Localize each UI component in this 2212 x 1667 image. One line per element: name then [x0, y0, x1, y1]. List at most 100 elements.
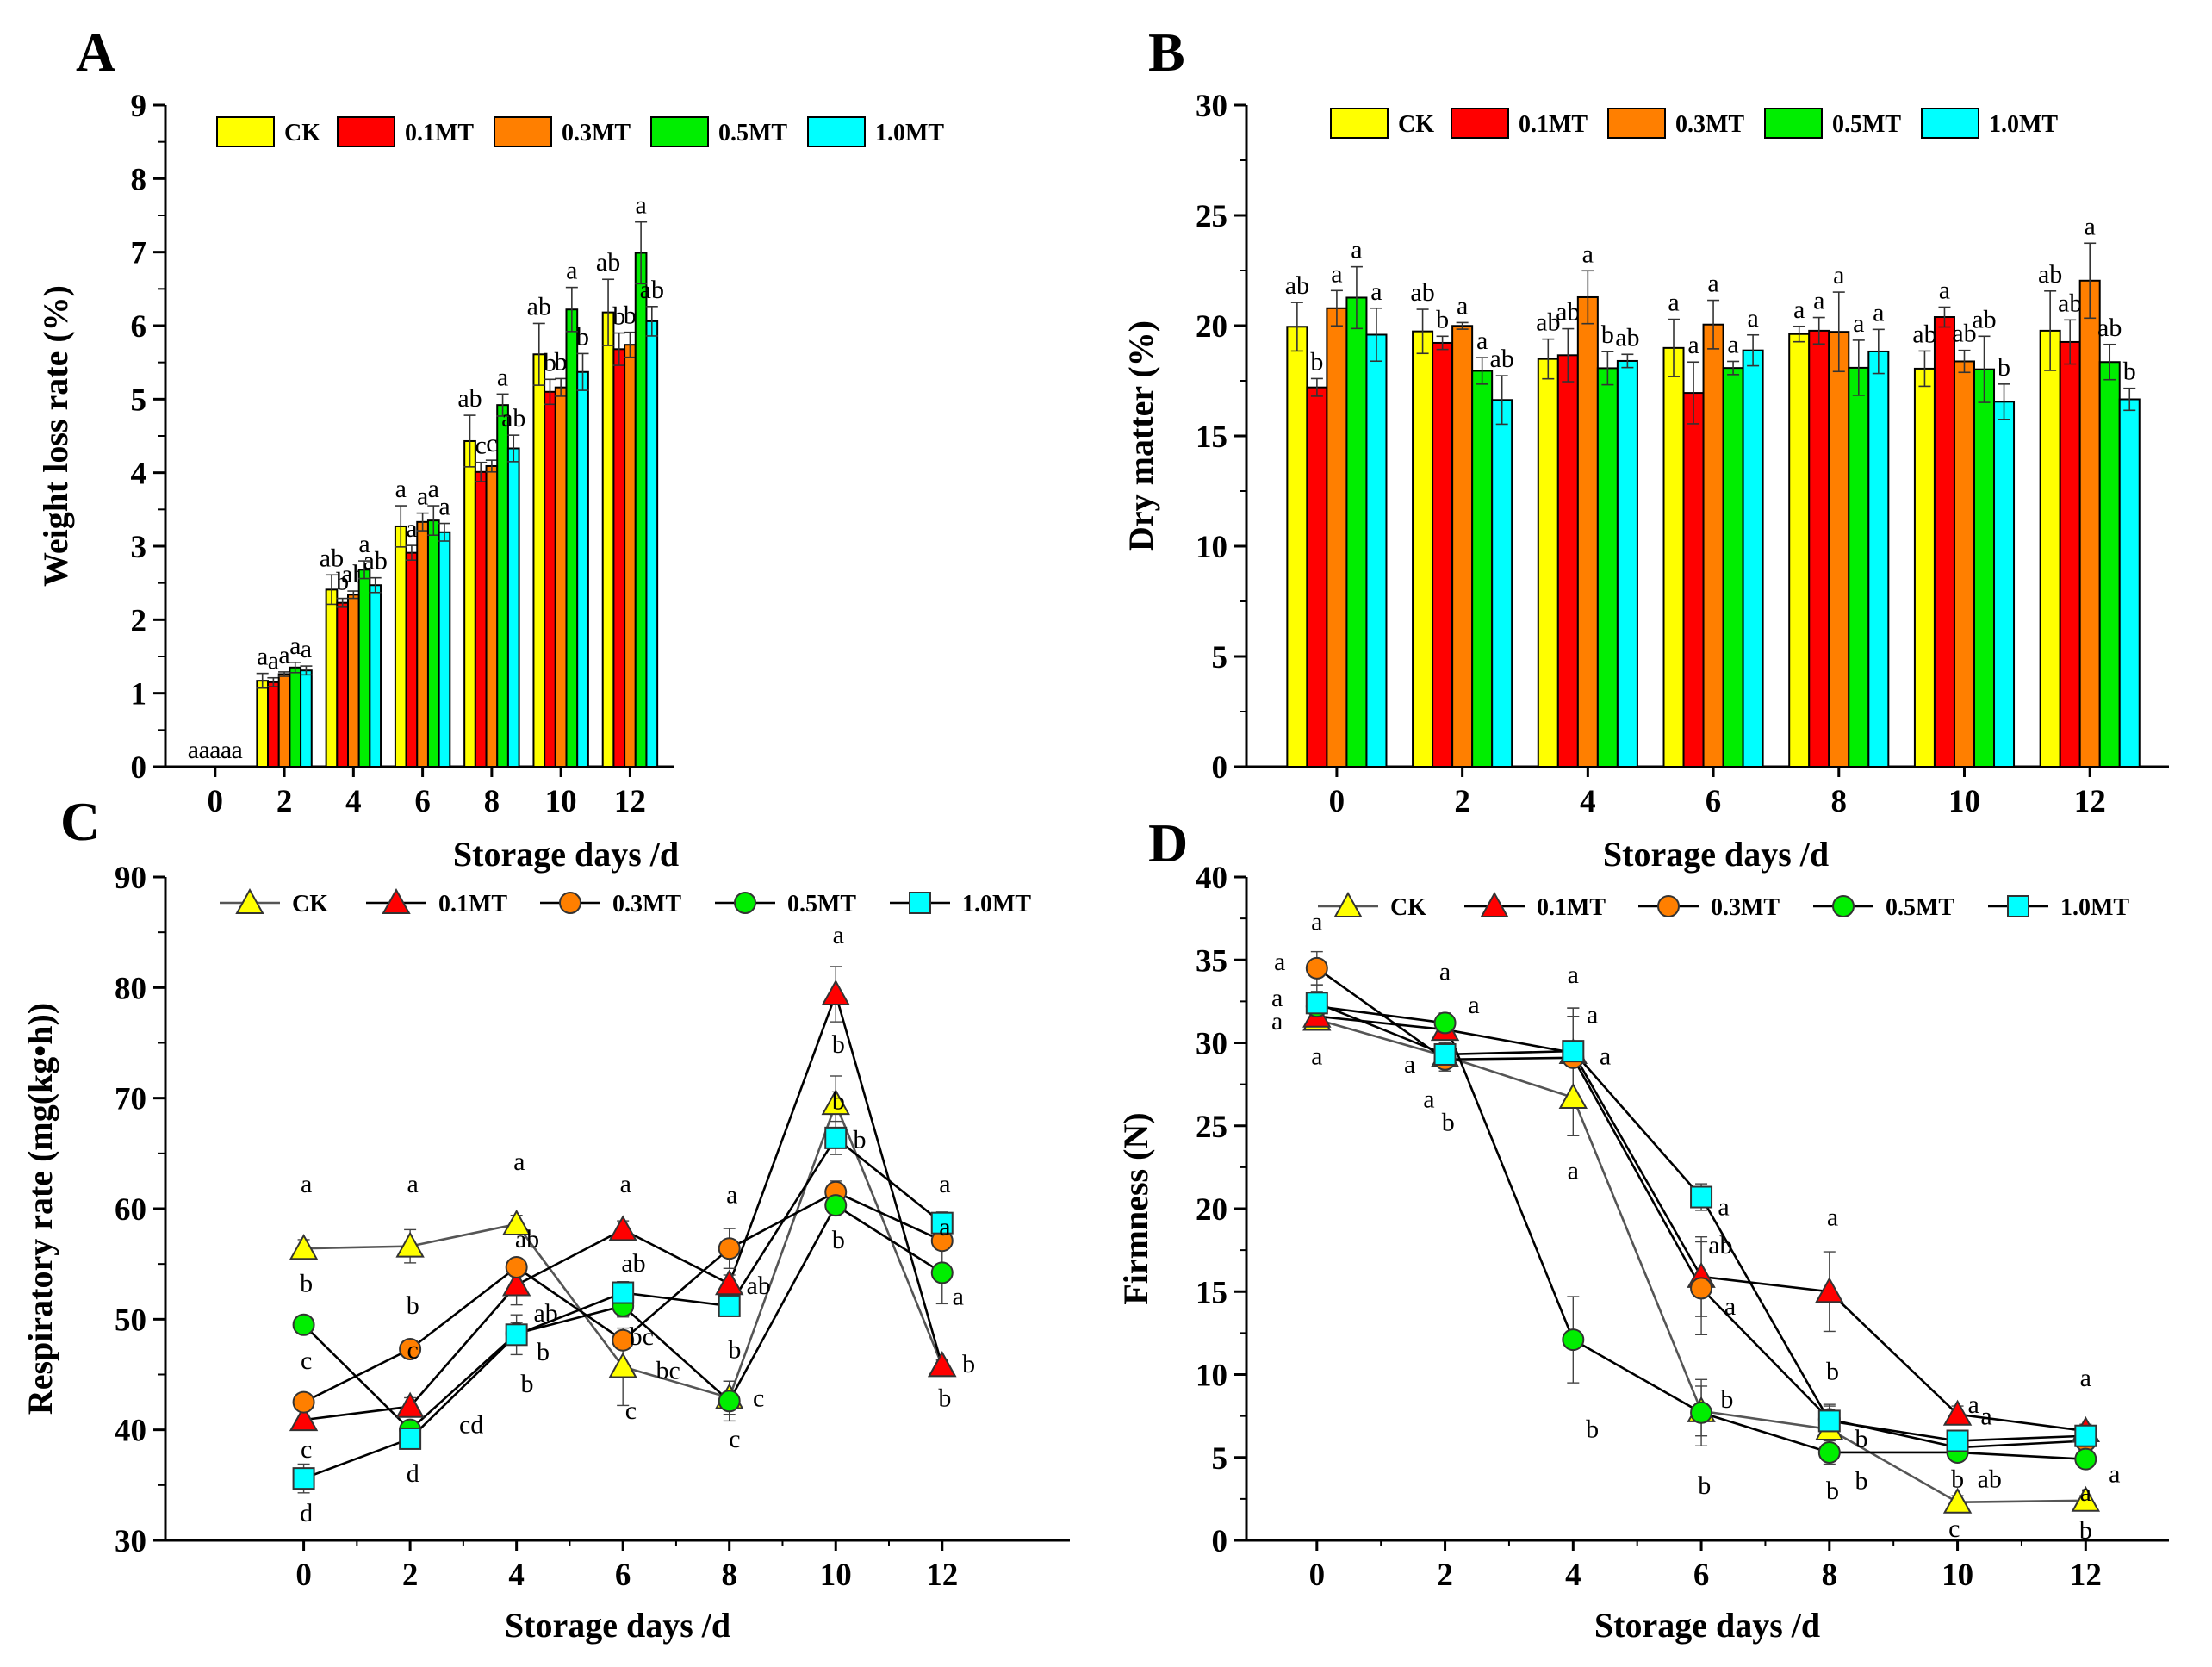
marker-square: [930, 1211, 954, 1235]
marker-triangle: [1815, 1277, 1844, 1303]
bar-1.0MT: [2118, 398, 2141, 768]
significance-label: ab: [501, 404, 525, 432]
significance-label: a: [428, 475, 439, 503]
legend-marker-0.3MT: [559, 892, 581, 914]
x-tick-label: 6: [1693, 1558, 1710, 1593]
marker-circle: [718, 1237, 741, 1260]
marker-circle: [734, 892, 756, 914]
legend-marker-0.5MT: [734, 892, 756, 914]
x-tick-label: 8: [1822, 1558, 1838, 1593]
significance-label: b: [1442, 1109, 1455, 1137]
bar-CK: [256, 680, 270, 768]
marker-triangle: [928, 1351, 957, 1378]
significance-label: a: [1404, 1050, 1415, 1079]
significance-label: a: [209, 736, 221, 764]
marker-triangle: [289, 1234, 319, 1260]
data-point-0.3MT: [612, 1328, 635, 1352]
bar-0.1MT: [1432, 341, 1454, 768]
legend-label: CK: [292, 891, 328, 917]
y-tick-label: 8: [131, 162, 147, 197]
bar-1.0MT: [1365, 333, 1388, 768]
x-tick-label: 10: [545, 784, 577, 819]
legend-label: 1.0MT: [1989, 111, 2058, 138]
significance-label: a: [566, 257, 577, 285]
data-point-0.1MT: [289, 1405, 319, 1432]
significance-label: a: [1423, 1085, 1434, 1114]
x-tick-label: 12: [614, 784, 646, 819]
significance-label: ab: [527, 292, 551, 320]
marker-square: [2007, 895, 2029, 917]
bar-CK: [1286, 326, 1308, 768]
legend-D: CK 0.1MT 0.3MT 0.5MT 1.0MT: [1318, 891, 2129, 921]
bar-0.3MT: [1702, 323, 1724, 768]
significance-label: b: [2123, 358, 2136, 386]
bar-CK: [463, 439, 476, 768]
bar-1.0MT: [1491, 399, 1513, 768]
significance-label: a: [1827, 1203, 1838, 1231]
significance-label: ab: [2097, 314, 2122, 342]
significance-label: a: [1582, 239, 1594, 268]
significance-label: d: [407, 1459, 419, 1488]
significance-label: b: [624, 302, 637, 330]
bar-CK: [532, 353, 546, 768]
y-tick-label: 0: [1212, 1524, 1228, 1559]
marker-triangle: [608, 1352, 637, 1378]
marker-triangle: [1942, 1399, 1973, 1426]
data-point-CK: [2071, 1485, 2101, 1512]
bar-0.5MT: [1722, 367, 1744, 768]
significance-label: a: [278, 641, 289, 669]
significance-label: ab: [2038, 260, 2062, 289]
significance-label: b: [336, 568, 349, 596]
y-axis-title-B: Dry matter (%): [1122, 320, 1160, 551]
data-point-0.5MT: [2074, 1447, 2097, 1471]
significance-label: b: [300, 1269, 313, 1297]
marker-triangle: [382, 887, 411, 914]
significance-label: cd: [459, 1411, 483, 1440]
data-point-CK: [821, 1089, 850, 1116]
x-axis-title-D: Storage days /d: [1594, 1606, 1820, 1645]
x-tick-label: 4: [1580, 784, 1596, 819]
legend-label: 0.1MT: [438, 891, 507, 917]
marker-square: [1433, 1042, 1457, 1066]
y-axis-title-D: Firmness (N): [1116, 1112, 1155, 1304]
x-tick-label: 8: [484, 784, 500, 819]
marker-square: [1690, 1185, 1713, 1209]
significance-label: c: [475, 432, 487, 460]
significance-label: ab: [363, 547, 388, 575]
marker-triangle: [235, 887, 264, 914]
x-tick-label: 12: [2074, 784, 2106, 819]
data-point-0.1MT: [608, 1215, 637, 1241]
x-tick-label: 2: [1437, 1558, 1453, 1593]
significance-label: a: [417, 482, 428, 511]
legend-swatch-1.0MT: [807, 116, 866, 147]
x-tick-label: 4: [1565, 1558, 1581, 1593]
data-point-CK: [608, 1352, 637, 1378]
bar-0.3MT: [624, 344, 637, 768]
legend-C: CK 0.1MT 0.3MT 0.5MT 1.0MT: [220, 887, 1031, 917]
legend-label: CK: [1398, 111, 1434, 138]
legend-A: CK 0.1MT 0.3MT 0.5MT 1.0MT: [216, 116, 944, 147]
data-point-0.3MT: [292, 1390, 315, 1414]
marker-triangle: [501, 1209, 531, 1235]
significance-label: a: [1468, 991, 1479, 1019]
data-point-1.0MT: [1433, 1042, 1457, 1066]
significance-label: b: [407, 1291, 419, 1320]
marker-circle: [1305, 956, 1328, 980]
bar-0.3MT: [277, 673, 291, 768]
significance-label: b: [1720, 1385, 1733, 1414]
x-tick-label: 6: [615, 1558, 631, 1593]
significance-label: a: [1331, 259, 1342, 288]
data-point-0.5MT: [824, 1194, 848, 1217]
x-axis-title-A: Storage days /d: [453, 835, 679, 874]
y-tick-label: 15: [1196, 1275, 1227, 1310]
significance-label: b: [521, 1370, 534, 1398]
panel-letter-A: A: [76, 22, 115, 83]
legend-swatch-1.0MT: [1921, 108, 1979, 139]
marker-triangle: [2071, 1485, 2101, 1512]
bar-1.0MT: [300, 669, 313, 768]
data-point-0.5MT: [930, 1261, 954, 1284]
significance-label: b: [576, 322, 589, 351]
legend-swatch-0.1MT: [1451, 108, 1509, 139]
significance-label: a: [268, 647, 279, 675]
marker-circle: [1562, 1328, 1585, 1352]
